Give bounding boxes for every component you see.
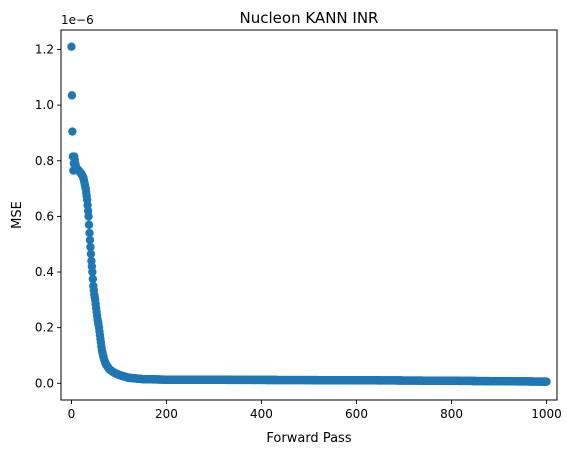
- data-points: [67, 42, 551, 386]
- data-point: [68, 127, 77, 136]
- axes-frame: [60, 29, 558, 401]
- data-point: [85, 228, 94, 238]
- data-point: [88, 267, 97, 277]
- y-tick-label: 1.0: [35, 98, 54, 112]
- y-axis-label: MSE: [10, 201, 25, 229]
- y-tick-label: 0.2: [35, 321, 54, 335]
- y-tick-label: 0.8: [35, 154, 54, 168]
- x-tick-label: 1000: [531, 407, 562, 421]
- x-tick-label: 0: [68, 407, 76, 421]
- y-axis-offset-text: 1e−6: [61, 13, 94, 27]
- data-point: [67, 91, 77, 100]
- y-tick-label: 0.4: [35, 265, 54, 279]
- y-tick-label: 0.6: [35, 209, 54, 223]
- x-tick-label: 800: [440, 407, 463, 421]
- data-point: [85, 235, 95, 245]
- data-point: [86, 249, 96, 259]
- data-point: [86, 242, 95, 252]
- x-axis-label: Forward Pass: [266, 431, 351, 446]
- x-tick-label: 200: [155, 407, 178, 421]
- data-point: [67, 42, 76, 51]
- x-tick-label: 400: [250, 407, 273, 421]
- data-point: [88, 274, 98, 284]
- data-point: [84, 212, 93, 221]
- axis-ticks: 0 200 400 600 800 1000 0.0 0.2 0.4 0.6 0.8 1.0 1.2: [35, 42, 562, 421]
- chart-title: Nucleon KANN INR: [240, 9, 379, 27]
- data-point: [84, 220, 94, 229]
- x-tick-label: 600: [345, 407, 368, 421]
- y-tick-label: 1.2: [35, 42, 54, 56]
- data-point: [542, 377, 551, 386]
- y-tick-label: 0.0: [35, 376, 54, 390]
